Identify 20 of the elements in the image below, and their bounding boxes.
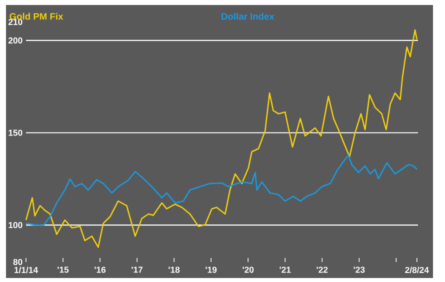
x-tick-label: '19 (206, 266, 217, 273)
line-series (25, 29, 418, 248)
text: Gold PM Fix (10, 12, 64, 20)
line-series (25, 154, 418, 226)
x-tick-label: '15 (58, 266, 69, 273)
y-tick-label: 80 (13, 258, 22, 266)
x-tick-label: '22 (316, 266, 328, 273)
y-tick-label: 200 (8, 37, 22, 44)
x-tick-label: 2/8/24 (405, 266, 429, 274)
x-tick-label: '18 (168, 266, 180, 273)
y-tick-label: 210 (8, 18, 22, 26)
x-tick-label: '17 (132, 266, 143, 273)
x-tick-label: '16 (94, 266, 106, 273)
x-tick-label: 1/1/14 (14, 266, 38, 274)
x-tick-label: '23 (354, 266, 365, 273)
y-tick-label: 150 (8, 130, 22, 136)
x-tick-label: '20 (242, 266, 254, 273)
x-tick-label: '21 (280, 266, 291, 273)
y-tick-label: 100 (8, 222, 22, 228)
text: Dollar Index (222, 12, 274, 20)
